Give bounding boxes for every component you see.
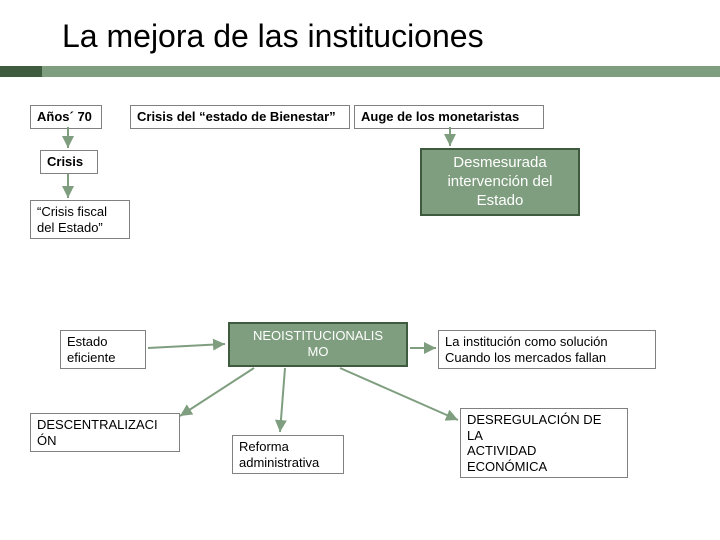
box-descentralizacion: DESCENTRALIZACIÓN (30, 413, 180, 452)
box-estado-eficiente: Estadoeficiente (60, 330, 146, 369)
box-institucion-solucion: La institución como soluciónCuando los m… (438, 330, 656, 369)
gbox-neoinstitucionalismo: NEOISTITUCIONALISMO (228, 322, 408, 367)
box-auge-monetaristas: Auge de los monetaristas (354, 105, 544, 129)
box-crisis: Crisis (40, 150, 98, 174)
title-rule (0, 66, 720, 77)
box-desregulacion: DESREGULACIÓN DELAACTIVIDADECONÓMICA (460, 408, 628, 478)
title-rule-accent (0, 66, 42, 77)
gbox-desmesurada-intervencion: Desmesuradaintervención delEstado (420, 148, 580, 216)
page-title: La mejora de las instituciones (62, 18, 484, 55)
box-reforma-administrativa: Reformaadministrativa (232, 435, 344, 474)
box-crisis-fiscal: “Crisis fiscaldel Estado” (30, 200, 130, 239)
box-anios-70: Años´ 70 (30, 105, 102, 129)
box-crisis-bienestar: Crisis del “estado de Bienestar” (130, 105, 350, 129)
